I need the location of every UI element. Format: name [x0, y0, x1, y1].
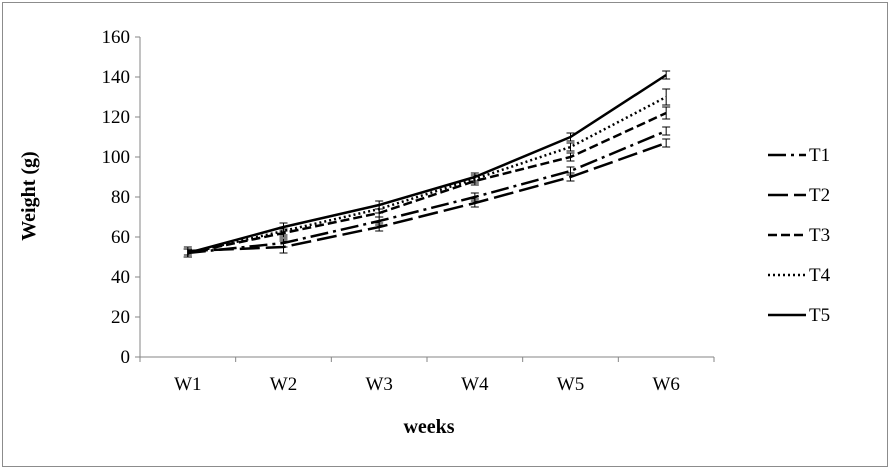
error-bar-t2 [375, 222, 384, 232]
error-bar-t2 [662, 138, 671, 148]
error-bar-t5 [566, 132, 575, 142]
y-tick-label: 140 [102, 67, 131, 88]
series-lines [187, 73, 667, 255]
y-tick-label: 40 [111, 267, 130, 288]
error-bar-t2 [279, 240, 288, 254]
series-line-t4 [187, 95, 667, 255]
legend: T1 T2 T3 T4 T5 [768, 145, 831, 326]
series-line-t5 [187, 73, 667, 255]
x-axis-title: weeks [403, 416, 454, 438]
error-bar-t5 [375, 200, 384, 210]
error-bar-t3 [566, 152, 575, 162]
x-tick-label: W4 [461, 374, 489, 395]
series-line-t1 [187, 129, 667, 255]
y-tick-labels: 0 20 40 60 80 100 120 140 160 [102, 27, 131, 368]
y-tick-label: 160 [102, 27, 131, 48]
y-tick-label: 0 [121, 347, 131, 368]
error-bar-t5 [662, 70, 671, 80]
x-tick-label: W3 [365, 374, 392, 395]
x-tick-label: W6 [652, 374, 679, 395]
legend-item-t1: T1 [768, 145, 830, 166]
legend-item-t4: T4 [768, 265, 831, 286]
legend-label: T2 [809, 185, 830, 206]
error-bar-t4 [566, 142, 575, 152]
error-bar-t5 [470, 172, 479, 182]
legend-item-t5: T5 [768, 305, 830, 326]
series-line-t3 [187, 111, 667, 255]
y-tick-label: 120 [102, 107, 131, 128]
error-bar-t2 [566, 172, 575, 182]
error-bar-t5 [279, 222, 288, 232]
error-bar-t3 [662, 106, 671, 120]
legend-label: T1 [809, 145, 830, 166]
x-tick-label: W1 [174, 374, 201, 395]
error-bar-t5 [183, 248, 192, 258]
axes [135, 36, 715, 362]
x-tick-labels: W1 W2 W3 W4 W5 W6 [174, 374, 680, 395]
y-tick-label: 100 [102, 147, 131, 168]
legend-item-t2: T2 [768, 185, 830, 206]
error-bar-t2 [470, 198, 479, 208]
legend-item-t3: T3 [768, 225, 830, 246]
x-tick-label: W5 [557, 374, 584, 395]
chart-frame [2, 2, 888, 467]
legend-label: T5 [809, 305, 830, 326]
error-bar-t1 [662, 126, 671, 136]
y-tick-label: 20 [111, 307, 130, 328]
y-axis-title: Weight (g) [18, 151, 40, 240]
y-tick-label: 60 [111, 227, 130, 248]
error-bar-t4 [662, 88, 671, 106]
legend-label: T4 [809, 265, 831, 286]
series-line-t2 [187, 141, 667, 253]
error-bars [183, 70, 671, 258]
legend-label: T3 [809, 225, 830, 246]
y-tick-label: 80 [111, 187, 130, 208]
x-tick-label: W2 [270, 374, 297, 395]
